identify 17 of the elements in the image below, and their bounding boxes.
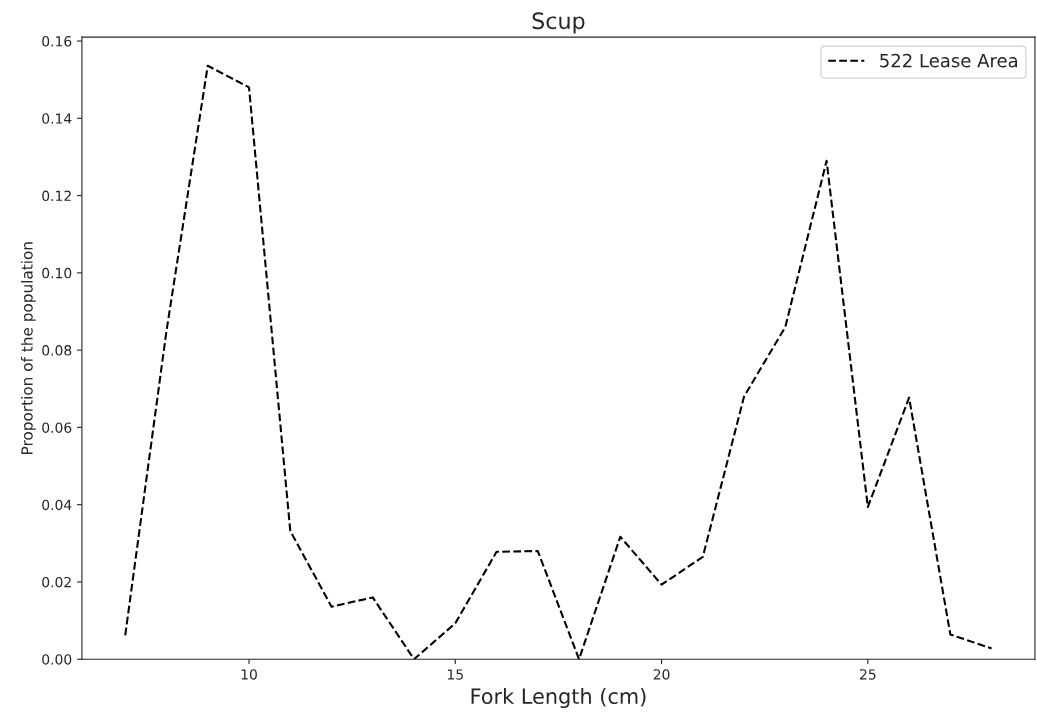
y-tick-label: 0.06: [42, 422, 72, 433]
y-tick-label: 0.10: [42, 267, 72, 279]
y-tick-label: 0.00: [42, 654, 72, 665]
y-tick-label: 0.04: [42, 499, 72, 511]
y-tick-label: 0.14: [42, 113, 72, 124]
x-tick-label: 15: [447, 669, 463, 680]
y-tick-label: 0.16: [42, 36, 72, 47]
x-tick-label: 25: [860, 669, 876, 680]
x-tick-label: 20: [653, 669, 670, 680]
x-tick-label: 10: [241, 669, 257, 680]
chart-title: Scup: [532, 12, 585, 34]
y-axis-title: Proportion of the population: [20, 242, 36, 454]
legend-label: 522 Lease Area: [880, 53, 1018, 68]
y-tick-label: 0.08: [42, 345, 72, 356]
y-tick-label: 0.02: [42, 576, 71, 588]
x-axis-title: Fork Length (cm): [471, 687, 646, 709]
y-tick-label: 0.12: [42, 190, 71, 202]
